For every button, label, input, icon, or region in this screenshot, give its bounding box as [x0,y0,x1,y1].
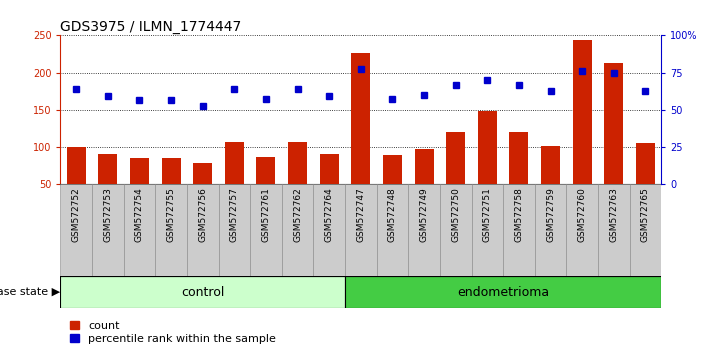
Bar [130,158,149,184]
Bar [345,276,661,308]
Text: GSM572765: GSM572765 [641,187,650,242]
Bar [598,184,630,276]
Bar [447,132,465,184]
Bar [257,157,275,184]
Bar [282,184,314,276]
Bar [440,184,471,276]
Text: GSM572763: GSM572763 [609,187,619,242]
Text: disease state ▶: disease state ▶ [0,287,60,297]
Bar [314,184,345,276]
Text: GSM572764: GSM572764 [325,187,333,241]
Bar [630,184,661,276]
Text: GSM572762: GSM572762 [293,187,302,241]
Bar [471,184,503,276]
Legend: count, percentile rank within the sample: count, percentile rank within the sample [66,316,281,348]
Bar [408,184,440,276]
Bar [510,132,528,184]
Bar [604,63,624,184]
Bar [250,184,282,276]
Text: GDS3975 / ILMN_1774447: GDS3975 / ILMN_1774447 [60,21,242,34]
Bar [636,143,655,184]
Text: GSM572753: GSM572753 [103,187,112,242]
Bar [503,184,535,276]
Bar [193,163,212,184]
Bar [60,276,345,308]
Bar [567,184,598,276]
Bar [415,149,434,184]
Bar [161,158,181,184]
Bar [351,53,370,184]
Text: GSM572750: GSM572750 [451,187,460,242]
Bar [541,146,560,184]
Bar [225,142,244,184]
Bar [377,184,408,276]
Text: control: control [181,286,225,298]
Text: GSM572751: GSM572751 [483,187,492,242]
Text: GSM572760: GSM572760 [577,187,587,242]
Bar [98,154,117,184]
Bar [218,184,250,276]
Bar [155,184,187,276]
Text: GSM572752: GSM572752 [72,187,81,241]
Bar [124,184,155,276]
Text: GSM572749: GSM572749 [419,187,429,241]
Text: GSM572758: GSM572758 [515,187,523,242]
Bar [92,184,124,276]
Bar [187,184,218,276]
Text: GSM572759: GSM572759 [546,187,555,242]
Bar [60,184,92,276]
Text: GSM572755: GSM572755 [166,187,176,242]
Bar [383,155,402,184]
Text: endometrioma: endometrioma [457,286,549,298]
Bar [478,111,497,184]
Text: GSM572757: GSM572757 [230,187,239,242]
Text: GSM572748: GSM572748 [388,187,397,241]
Bar [535,184,567,276]
Bar [288,142,307,184]
Text: GSM572747: GSM572747 [356,187,365,241]
Text: GSM572754: GSM572754 [135,187,144,241]
Bar [572,40,592,184]
Bar [67,147,86,184]
Bar [345,184,377,276]
Text: GSM572756: GSM572756 [198,187,207,242]
Text: GSM572761: GSM572761 [262,187,270,242]
Bar [320,154,338,184]
